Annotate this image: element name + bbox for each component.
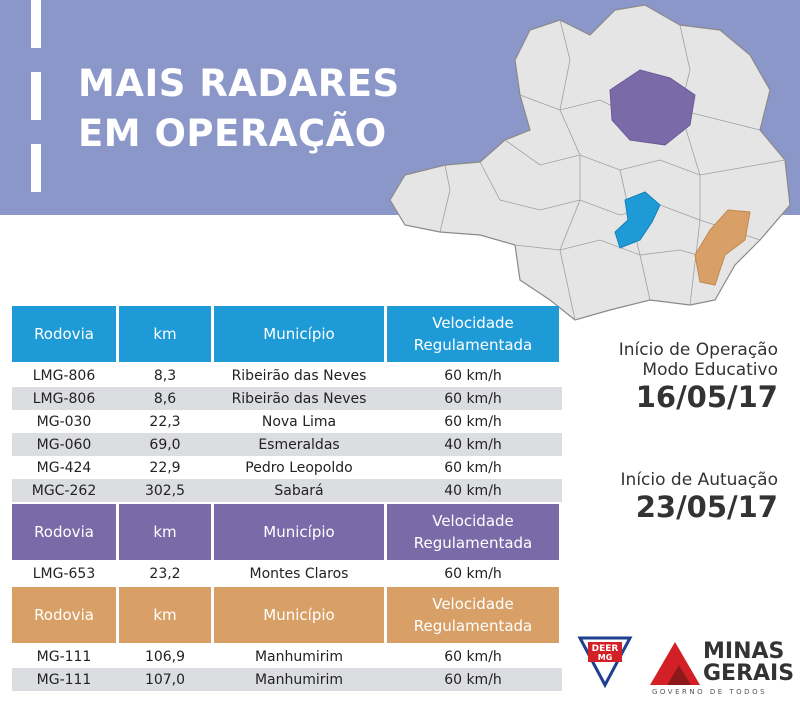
table-cell: 8,3 [153, 367, 177, 384]
table-cell: MG-060 [36, 436, 92, 453]
header-cell: Rodovia [12, 306, 116, 362]
table-cell: 302,5 [144, 482, 186, 499]
state-outline [389, 4, 791, 321]
operation-date: 16/05/17 [635, 380, 778, 414]
table: Rodovia km Município Velocidade Regulamenta… [12, 504, 562, 585]
table-row: MG-111 106,9 Manhumirim 60 km/h [12, 645, 562, 668]
state-triangle-inner [667, 665, 691, 685]
enforcement-info: Início de Autuação 23/05/17 [621, 470, 778, 524]
table-cell: 23,2 [149, 565, 181, 582]
table-cell: Montes Claros [249, 565, 349, 582]
operation-info: Início de Operação Modo Educativo 16/05/… [619, 340, 778, 414]
deer-text: DEER [592, 644, 619, 654]
table-cell: 60 km/h [444, 671, 502, 688]
road-dash [31, 0, 41, 215]
enforcement-label: Início de Autuação [620, 470, 778, 490]
logos: DEER MG MINAS GERAIS GOVERNO DE TODOS [577, 636, 794, 696]
state-map [389, 4, 791, 321]
slogan: GOVERNO DE TODOS [652, 688, 767, 696]
table-cell: 60 km/h [444, 390, 502, 407]
table-cell: LMG-653 [32, 565, 96, 582]
title-line: EM OPERAÇÃO [78, 112, 387, 155]
table-cell: 60 km/h [444, 648, 502, 665]
header-cell: Velocidade Regulamentada [387, 587, 559, 643]
table-cell: LMG-806 [32, 390, 96, 407]
table-row: MG-111 107,0 Manhumirim 60 km/h [12, 668, 562, 691]
header-cell: Velocidade Regulamentada [387, 504, 559, 560]
table-cell: 22,9 [149, 459, 181, 476]
table-row: LMG-806 8,6 Ribeirão das Neves 60 km/h [12, 387, 562, 410]
table-cell: Pedro Leopoldo [245, 459, 353, 476]
table: Rodovia km Município Velocidade Regulamenta… [12, 587, 562, 691]
table-cell: 60 km/h [444, 565, 502, 582]
table-cell: 40 km/h [444, 482, 502, 499]
state-name: GERAIS [703, 661, 794, 686]
table-cell: 69,0 [149, 436, 181, 453]
state-triangle [650, 642, 700, 685]
table-cell: Nova Lima [261, 413, 337, 430]
table-cell: 22,3 [149, 413, 181, 430]
table-cell: 40 km/h [444, 436, 502, 453]
table-cell: 60 km/h [444, 413, 502, 430]
header-cell: Velocidade Regulamentada [387, 306, 559, 362]
deer-text: MG [598, 653, 613, 662]
table-cell: 106,9 [144, 648, 186, 665]
header-cell: km [119, 306, 211, 362]
table-cell: MG-111 [36, 671, 92, 688]
table-cell: MG-424 [36, 459, 92, 476]
operation-label: Início de Operação [618, 340, 778, 360]
region-central [614, 191, 661, 249]
header-cell: Município [214, 306, 384, 362]
enforcement-date: 23/05/17 [635, 490, 778, 524]
table-cell: 107,0 [144, 671, 186, 688]
table-cell: 60 km/h [444, 459, 502, 476]
deer-box [588, 642, 622, 662]
table-cell: MGC-262 [31, 482, 97, 499]
table-cell: LMG-806 [32, 367, 96, 384]
header-cell: Rodovia [12, 587, 116, 643]
table-row: MG-030 22,3 Nova Lima 60 km/h [12, 410, 562, 433]
header-cell: km [119, 587, 211, 643]
table-cell: 8,6 [153, 390, 177, 407]
table-cell: Manhumirim [254, 671, 344, 688]
operation-label: Modo Educativo [642, 360, 778, 380]
header-cell: km [119, 504, 211, 560]
table-cell: Sabará [274, 482, 324, 499]
table-cell: MG-030 [36, 413, 92, 430]
table-row: MG-060 69,0 Esmeraldas 40 km/h [12, 433, 562, 456]
table-header: Rodovia km Município Velocidade Regulamenta… [12, 587, 562, 643]
table-row: LMG-806 8,3 Ribeirão das Neves 60 km/h [12, 364, 562, 387]
table-cell: Ribeirão das Neves [231, 390, 367, 407]
state-name: MINAS [703, 639, 784, 664]
title-line: MAIS RADARES [78, 62, 400, 105]
table-row: LMG-653 23,2 Montes Claros 60 km/h [12, 562, 562, 585]
header-cell: Município [214, 587, 384, 643]
table-header: Rodovia km Município Velocidade Regulamenta… [12, 306, 562, 362]
table-cell: Esmeraldas [258, 436, 340, 453]
table-cell: Manhumirim [254, 648, 344, 665]
table-row: MG-424 22,9 Pedro Leopoldo 60 km/h [12, 456, 562, 479]
table-cell: MG-111 [36, 648, 92, 665]
table-cell: Ribeirão das Neves [231, 367, 367, 384]
region-north [609, 69, 696, 146]
table-header: Rodovia km Município Velocidade Regulamenta… [12, 504, 562, 560]
header-cell: Rodovia [12, 504, 116, 560]
table: Rodovia km Município Velocidade Regulamenta… [12, 306, 562, 502]
region-east [694, 209, 751, 286]
header-cell: Município [214, 504, 384, 560]
table-cell: 60 km/h [444, 367, 502, 384]
table-row: MGC-262 302,5 Sabará 40 km/h [12, 479, 562, 502]
